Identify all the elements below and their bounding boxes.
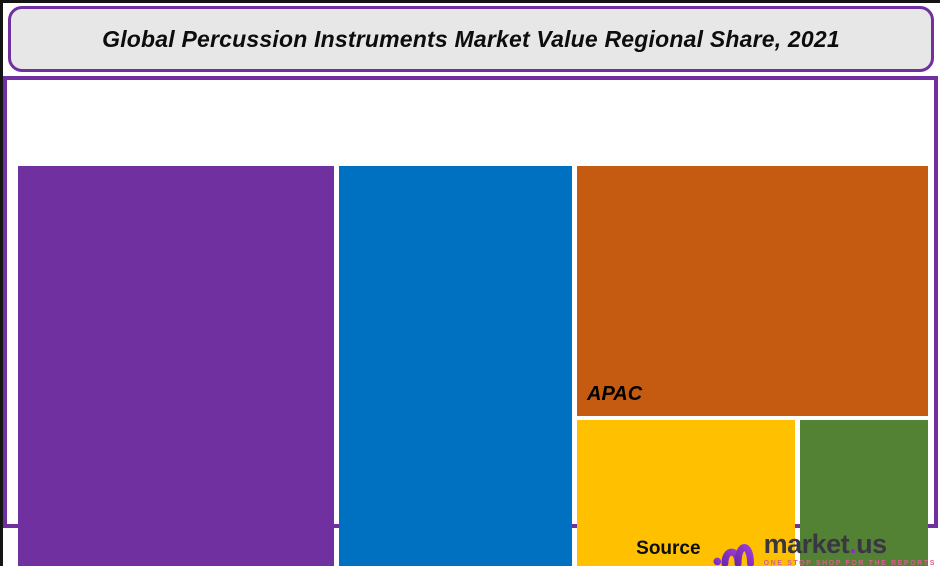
treemap-tile-north-america: North America, 35.1%	[18, 166, 334, 566]
marketus-brand-text: market.us	[763, 529, 888, 559]
marketus-brand-block: market.us ONE STOP SHOP FOR THE REPORTS	[764, 531, 936, 566]
tile-label-north-america: North America, 35.1%	[28, 564, 233, 566]
treemap: North America, 35.1% Europe APAC South A…	[3, 76, 938, 566]
chart-title: Global Percussion Instruments Market Val…	[102, 25, 840, 52]
treemap-tile-south-america: South America	[577, 420, 795, 566]
marketus-logo: market.us ONE STOP SHOP FOR THE REPORTS	[713, 531, 936, 566]
tile-label-apac: APAC	[587, 383, 643, 405]
treemap-tile-mea: MEA	[800, 420, 928, 566]
tile-label-south-america: South America	[587, 564, 727, 566]
marketus-logo-icon	[713, 533, 759, 566]
treemap-tile-apac: APAC	[577, 166, 928, 416]
source-row: Source market.us ONE STOP SHOP FOR THE R…	[636, 531, 936, 566]
tile-label-mea: MEA	[810, 564, 854, 566]
marketus-tagline: ONE STOP SHOP FOR THE REPORTS	[763, 560, 936, 566]
brand-dot: .	[849, 529, 857, 559]
tile-label-europe: Europe	[349, 564, 418, 566]
chart-title-box: Global Percussion Instruments Market Val…	[8, 6, 934, 72]
source-label: Source	[636, 538, 701, 559]
treemap-tile-europe: Europe	[339, 166, 572, 566]
